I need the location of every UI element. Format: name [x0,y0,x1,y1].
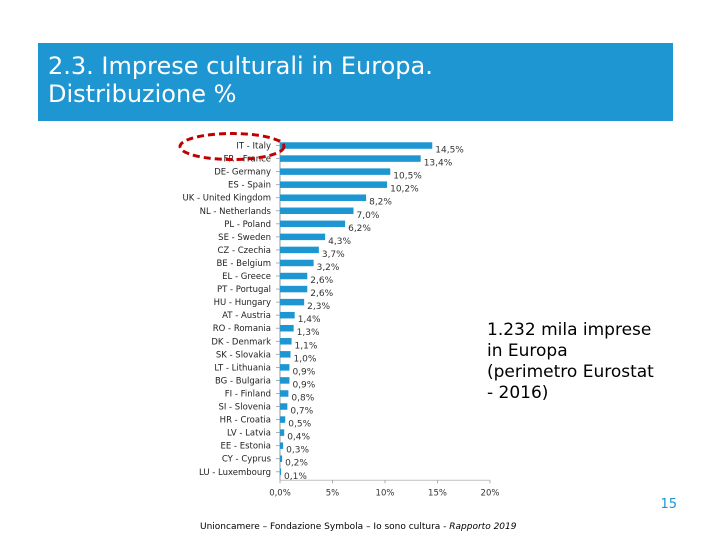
category-label-14: RO - Romania [213,324,271,334]
value-label-7: 4,3% [328,237,351,247]
annotation: 1.232 mila imprese in Europa (perimetro … [487,320,692,404]
bar-24 [280,455,283,462]
annotation-line-2: in Europa [487,341,568,361]
value-label-18: 0,9% [292,380,315,390]
category-label-11: PT - Portugal [217,285,271,295]
bar-19 [280,390,289,397]
value-label-15: 1,1% [295,341,318,351]
category-label-2: DE- Germany [214,168,271,178]
annotation-line-1: 1.232 mila imprese [487,320,652,340]
title-bar: 2.3. Imprese culturali in Europa. Distri… [38,43,673,121]
value-label-20: 0,7% [290,407,313,417]
value-label-3: 10,2% [390,185,419,195]
category-label-20: SI - Slovenia [218,403,271,413]
category-label-4: UK - United Kingdom [183,194,272,204]
category-label-15: DK - Denmark [211,337,271,347]
value-label-9: 3,2% [317,263,340,273]
value-label-23: 0,3% [286,446,309,456]
category-label-10: EL - Greece [222,272,271,282]
bar-13 [280,311,295,319]
page-number: 15 [660,497,677,512]
x-tick-label-3: 15% [428,488,447,498]
value-label-4: 8,2% [369,198,392,208]
bar-3 [280,181,388,188]
value-label-22: 0,4% [287,433,310,443]
bar-6 [280,220,346,228]
bar-10 [280,272,308,280]
bar-11 [280,285,308,293]
annotation-line-3: (perimetro Eurostat [487,362,654,382]
bar-8 [280,246,319,254]
value-label-10: 2,6% [310,276,333,286]
bar-12 [280,298,305,306]
category-label-17: LT - Lithuania [214,363,271,373]
category-label-5: NL - Netherlands [200,207,272,217]
slide-title-line-1: 2.3. Imprese culturali in Europa. [48,52,433,80]
footer-main: Unioncamere – Fondazione Symbola – Io so… [200,522,450,532]
value-label-17: 0,9% [292,367,315,377]
category-label-21: HR - Croatia [220,416,271,426]
category-label-9: BE - Belgium [216,259,271,269]
value-label-13: 1,4% [298,315,321,325]
value-label-24: 0,2% [285,459,308,469]
category-label-18: BG - Bulgaria [215,376,271,386]
x-tick-label-2: 10% [376,488,395,498]
category-label-6: PL - Poland [224,220,271,230]
x-tick-label-0: 0,0% [269,488,291,498]
bar-22 [280,429,285,436]
category-label-25: LU - Luxembourg [199,468,271,478]
bar-21 [280,416,286,423]
bar-14 [280,324,294,332]
slide-title-line-2: Distribuzione % [48,80,237,108]
value-label-1: 13,4% [424,159,453,169]
highlight-ellipse [178,132,286,162]
category-label-0: IT - Italy [236,142,271,152]
bar-1 [280,155,421,162]
category-label-22: LV - Latvia [227,429,271,439]
bar-20 [280,403,288,410]
x-tick-label-1: 5% [326,488,340,498]
footer: Unioncamere – Fondazione Symbola – Io so… [200,522,516,532]
value-label-21: 0,5% [288,420,311,430]
category-label-13: AT - Austria [222,311,271,321]
slide-title: 2.3. Imprese culturali in Europa. Distri… [48,52,648,108]
value-label-5: 7,0% [357,211,380,221]
category-label-24: CY - Cyprus [222,455,272,465]
bar-9 [280,259,314,267]
bar-17 [280,364,290,371]
category-label-19: FI - Finland [225,389,271,399]
bar-4 [280,194,367,201]
category-label-8: CZ - Czechia [218,246,272,256]
category-label-7: SE - Sweden [218,233,271,243]
bar-2 [280,168,391,175]
category-label-1: FR - France [223,155,271,165]
value-label-11: 2,6% [310,289,333,299]
bar-0 [280,142,433,149]
x-tick-label-4: 20% [481,488,500,498]
bar-16 [280,351,291,358]
annotation-line-4: - 2016) [487,383,549,403]
value-label-14: 1,3% [297,328,320,338]
value-label-12: 2,3% [307,302,330,312]
bar-25 [280,468,282,476]
value-label-25: 0,1% [284,472,307,482]
value-label-2: 10,5% [393,172,422,182]
value-label-19: 0,8% [291,393,314,403]
footer-italic: Rapporto 2019 [449,522,517,532]
category-label-23: EE - Estonia [220,442,271,452]
category-label-16: SK - Slovakia [216,350,271,360]
bar-5 [280,207,354,215]
bar-23 [280,442,284,449]
category-label-12: HU - Hungary [214,298,271,308]
value-label-0: 14,5% [435,146,464,156]
bar-18 [280,377,290,384]
value-label-6: 6,2% [348,224,371,234]
bar-15 [280,338,292,345]
category-label-3: ES - Spain [228,181,271,191]
value-label-16: 1,0% [294,354,317,364]
bar-7 [280,233,326,241]
value-label-8: 3,7% [322,250,345,260]
